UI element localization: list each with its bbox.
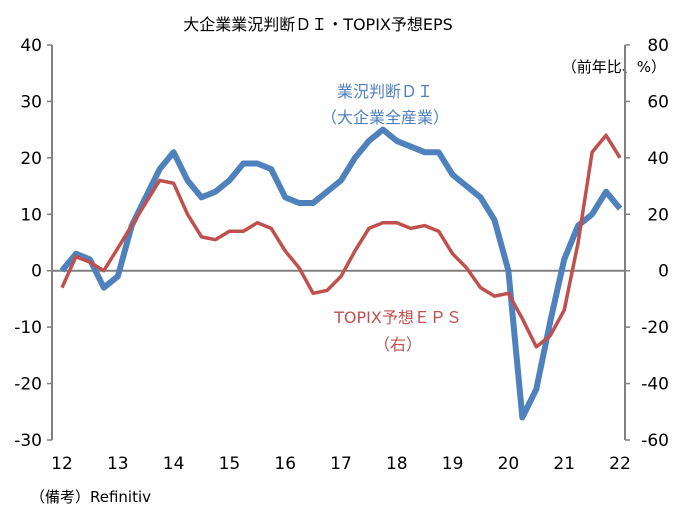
right-tick-label: -60 <box>641 431 669 451</box>
left-tick-label: 20 <box>20 149 42 169</box>
left-tick-label: 0 <box>31 262 42 282</box>
series-label-di-1: 業況判断ＤＩ <box>337 82 433 101</box>
x-tick-label: 18 <box>386 454 408 474</box>
left-tick-label: 10 <box>20 205 42 225</box>
x-tick-label: 17 <box>330 454 352 474</box>
x-tick-label: 16 <box>274 454 296 474</box>
right-axis-unit: （前年比、%） <box>562 58 666 76</box>
x-tick-label: 14 <box>163 454 185 474</box>
x-tick-label: 13 <box>107 454 129 474</box>
x-tick-label: 20 <box>498 454 520 474</box>
right-tick-label: -40 <box>641 375 669 395</box>
x-tick-label: 21 <box>553 454 575 474</box>
right-tick-label: -20 <box>641 318 669 338</box>
right-tick-label: 40 <box>647 149 669 169</box>
source-note: （備考）Refinitiv <box>30 488 151 506</box>
left-tick-label: 40 <box>20 36 42 56</box>
left-tick-label: -30 <box>14 431 42 451</box>
chart-title: 大企業業況判断ＤＩ・TOPIX予想EPS <box>183 15 453 34</box>
x-tick-label: 22 <box>609 454 631 474</box>
series-label-eps-1: TOPIX予想ＥＰＳ <box>333 308 462 327</box>
x-tick-label: 15 <box>219 454 241 474</box>
right-tick-label: 20 <box>647 205 669 225</box>
x-tick-label: 19 <box>442 454 464 474</box>
x-tick-label: 12 <box>51 454 73 474</box>
left-tick-label: -20 <box>14 375 42 395</box>
series-label-di-2: （大企業全産業） <box>321 108 449 127</box>
right-tick-label: 60 <box>647 92 669 112</box>
left-tick-label: 30 <box>20 92 42 112</box>
series-label-eps-2: （右） <box>374 335 422 354</box>
right-tick-label: 80 <box>647 36 669 56</box>
left-tick-label: -10 <box>14 318 42 338</box>
right-tick-label: 0 <box>658 262 669 282</box>
